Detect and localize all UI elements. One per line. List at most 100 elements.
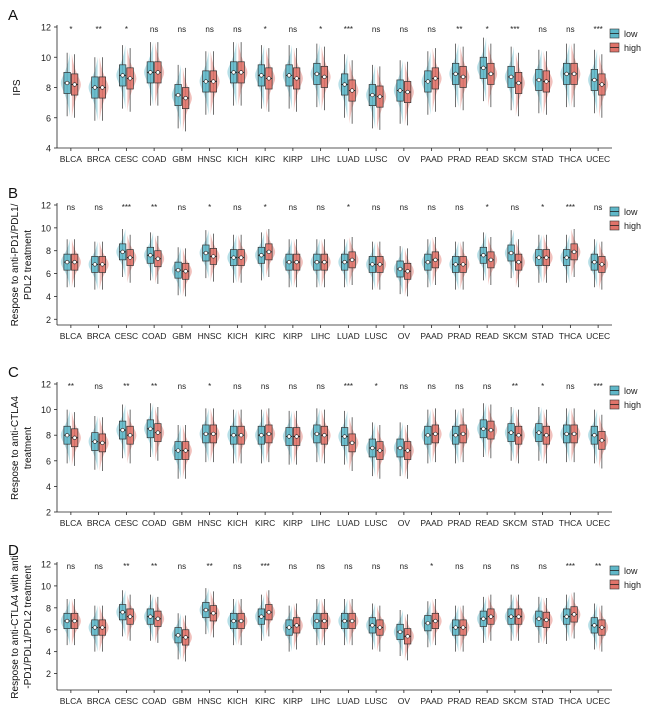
mean-point-low	[176, 268, 181, 273]
legend-label-high: high	[624, 580, 641, 590]
x-tick-label: LUAD	[337, 331, 360, 341]
x-tick-label: BLCA	[60, 331, 83, 341]
mean-point-high	[294, 434, 299, 439]
category-HNSC: HNSC **	[198, 562, 222, 706]
mean-point-high	[405, 89, 410, 95]
significance-label: *	[486, 25, 489, 34]
category-LUAD: LUAD ns	[337, 562, 360, 706]
y-tick-label: 12	[41, 23, 51, 33]
mean-point-high	[155, 616, 160, 621]
mean-point-high	[72, 260, 77, 265]
category-KIRC: KIRC *	[255, 25, 275, 164]
category-GBM: GBM ns	[171, 562, 192, 706]
significance-label: ns	[372, 562, 380, 571]
x-tick-label: LIHC	[311, 331, 330, 341]
category-PAAD: PAAD *	[420, 562, 443, 706]
legend-label-high: high	[624, 221, 641, 231]
x-tick-label: THCA	[559, 518, 582, 528]
category-COAD: COAD ns	[142, 25, 167, 164]
mean-point-low	[231, 618, 236, 624]
mean-point-high	[488, 71, 493, 76]
category-LUSC: LUSC *	[365, 382, 388, 528]
mean-point-low	[481, 65, 486, 70]
x-tick-label: PAAD	[420, 331, 443, 341]
x-tick-label: LIHC	[311, 696, 330, 706]
x-tick-label: LUSC	[365, 331, 388, 341]
category-LIHC: LIHC ns	[310, 203, 331, 341]
mean-point-low	[342, 618, 347, 624]
category-COAD: COAD **	[142, 203, 167, 341]
category-OV: OV ns	[393, 25, 414, 164]
mean-point-high	[183, 635, 188, 640]
category-LUAD: LUAD *	[337, 203, 360, 341]
mean-point-high	[128, 76, 133, 81]
mean-point-high	[599, 262, 604, 267]
significance-label: **	[151, 382, 157, 391]
mean-point-low	[453, 625, 458, 630]
mean-point-low	[564, 71, 569, 76]
mean-point-high	[377, 448, 382, 453]
significance-label: ns	[94, 562, 102, 571]
category-BRCA: BRCA ns	[87, 203, 111, 341]
mean-point-high	[211, 79, 216, 84]
significance-label: ns	[233, 203, 241, 212]
mean-point-low	[92, 625, 97, 630]
y-tick-label: 4	[46, 482, 51, 492]
mean-point-high	[322, 433, 327, 438]
x-tick-label: KIRC	[255, 518, 275, 528]
mean-point-high	[572, 71, 577, 76]
x-tick-label: THCA	[559, 331, 582, 341]
x-tick-label: SKCM	[503, 696, 528, 706]
mean-point-low	[120, 427, 125, 433]
significance-label: **	[151, 562, 157, 571]
mean-point-low	[231, 70, 236, 75]
mean-point-low	[509, 250, 514, 256]
significance-label: ns	[372, 203, 380, 212]
y-tick-label: 10	[41, 223, 51, 233]
x-tick-label: LIHC	[311, 154, 330, 164]
significance-label: ***	[593, 25, 602, 34]
significance-label: *	[208, 203, 211, 212]
category-READ: READ *	[475, 25, 499, 164]
category-KIRP: KIRP ns	[282, 203, 303, 341]
mean-point-low	[536, 255, 541, 260]
panel-label: B	[8, 185, 18, 202]
category-BLCA: BLCA **	[60, 382, 83, 528]
mean-point-low	[425, 79, 430, 84]
x-tick-label: KICH	[227, 154, 247, 164]
category-COAD: COAD **	[142, 382, 167, 528]
mean-point-high	[461, 625, 466, 630]
y-tick-label: 10	[41, 405, 51, 415]
x-tick-label: THCA	[559, 696, 582, 706]
category-THCA: THCA ns	[559, 25, 582, 164]
significance-label: ns	[233, 25, 241, 34]
mean-point-high	[128, 614, 133, 619]
mean-point-low	[120, 73, 125, 78]
mean-point-low	[564, 431, 569, 437]
x-tick-label: READ	[475, 518, 499, 528]
significance-label: ns	[150, 25, 158, 34]
significance-label: *	[375, 382, 378, 391]
mean-point-low	[564, 614, 569, 619]
mean-point-low	[398, 629, 403, 635]
x-tick-label: STAD	[532, 518, 554, 528]
category-THCA: THCA ns	[559, 382, 582, 528]
significance-label: ns	[289, 203, 297, 212]
significance-label: ***	[344, 382, 353, 391]
legend-label-low: low	[624, 29, 638, 39]
mean-point-high	[211, 431, 216, 437]
category-KIRP: KIRP ns	[282, 562, 303, 706]
mean-point-high	[572, 431, 577, 437]
category-KIRP: KIRP ns	[282, 25, 303, 164]
x-tick-label: OV	[398, 696, 411, 706]
mean-point-low	[398, 88, 403, 93]
x-tick-label: KIRP	[283, 518, 303, 528]
mean-point-low	[342, 82, 347, 87]
mean-point-high	[488, 614, 493, 619]
x-tick-label: GBM	[172, 331, 191, 341]
mean-point-low	[92, 439, 97, 444]
category-PRAD: PRAD ns	[448, 382, 472, 528]
y-tick-label: 2	[46, 315, 51, 325]
category-UCEC: UCEC **	[586, 562, 610, 706]
significance-label: ns	[178, 25, 186, 34]
